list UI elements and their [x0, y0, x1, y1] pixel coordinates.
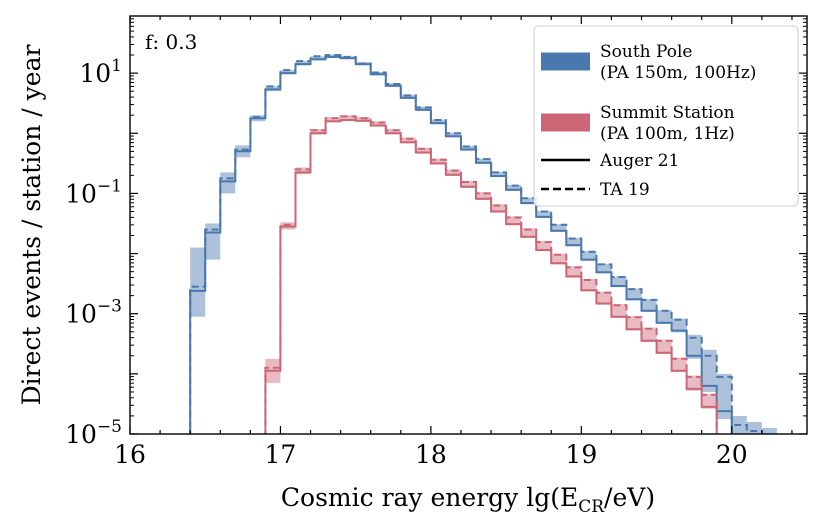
- x-tick-label: 20: [716, 440, 748, 469]
- band-summit-station-bin-24: [536, 240, 552, 252]
- band-south-pole-bin-21: [491, 171, 507, 178]
- band-south-pole-bin-33: [671, 318, 687, 333]
- legend-label: Auger 21: [599, 151, 679, 171]
- band-summit-station-bin-19: [460, 180, 477, 189]
- band-summit-station-bin-15: [400, 137, 416, 144]
- band-south-pole-bin-36: [716, 373, 732, 419]
- legend-label: Summit Station: [600, 103, 735, 123]
- band-summit-station-bin-22: [506, 216, 522, 226]
- band-south-pole-bin-30: [626, 288, 642, 301]
- x-tick-label: 17: [265, 440, 297, 469]
- band-south-pole-bin-26: [566, 237, 582, 247]
- legend-swatch-south-pole: [541, 52, 590, 71]
- band-summit-station-bin-23: [521, 228, 537, 238]
- band-south-pole-bin-18: [445, 132, 461, 138]
- y-axis-label: Direct events / station / year: [17, 45, 46, 406]
- line-summit-station-auger21: [264, 119, 718, 434]
- band-south-pole-bin-20: [476, 158, 492, 164]
- band-south-pole-bin-22: [506, 185, 522, 192]
- line-south-pole-auger21: [189, 55, 733, 434]
- y-tick-label: 10−1: [65, 176, 122, 208]
- band-summit-station-bin-13: [370, 121, 386, 127]
- band-summit-station-bin-30: [626, 316, 642, 331]
- band-summit-station-bin-17: [430, 158, 446, 165]
- legend-swatch-summit-station: [541, 113, 590, 132]
- legend: South Pole(PA 150m, 100Hz) Summit Station…: [533, 25, 799, 207]
- band-summit-station-bin-9: [310, 129, 326, 135]
- band-south-pole-bin-28: [596, 263, 612, 274]
- band-south-pole-bin-24: [536, 210, 552, 219]
- x-axis-label: Cosmic ray energy lg(ECR/eV): [281, 483, 655, 517]
- axis-ticks: 16 17 18 19 20 101 10−1 10−3 10−5: [65, 16, 807, 469]
- band-summit-station-bin-8: [295, 167, 311, 175]
- y-tick-label: 10−5: [65, 417, 122, 449]
- band-south-pole-bin-25: [551, 224, 567, 232]
- legend-label: South Pole: [600, 42, 693, 62]
- band-south-pole-bin-27: [581, 251, 597, 261]
- band-summit-station-bin-11: [340, 115, 356, 122]
- legend-sublabel: (PA 150m, 100Hz): [600, 63, 756, 83]
- x-tick-label: 16: [114, 440, 146, 469]
- band-south-pole-bin-23: [521, 197, 537, 205]
- band-south-pole-bin-31: [641, 299, 657, 312]
- band-summit-station-bin-14: [385, 129, 401, 135]
- legend-label: TA 19: [600, 180, 650, 200]
- band-south-pole-bin-32: [656, 310, 672, 324]
- band-summit-station-bin-33: [671, 357, 687, 373]
- band-summit-station-bin-29: [611, 304, 627, 318]
- band-summit-station-bin-18: [445, 169, 461, 176]
- band-south-pole-bin-17: [430, 119, 446, 125]
- band-summit-station-bin-35: [701, 393, 717, 409]
- band-summit-station-bin-16: [415, 147, 431, 154]
- band-south-pole-bin-3: [220, 172, 236, 194]
- band-summit-station-bin-26: [566, 266, 582, 278]
- band-summit-station-bin-12: [355, 117, 371, 122]
- band-south-pole-bin-19: [460, 145, 477, 151]
- band-summit-station-bin-34: [686, 375, 702, 391]
- band-south-pole-bin-35: [701, 349, 717, 392]
- y-tick-label: 101: [79, 56, 122, 88]
- annotation-f: f: 0.3: [145, 30, 197, 54]
- band-summit-station-bin-28: [596, 291, 612, 305]
- band-summit-station-bin-20: [476, 192, 492, 201]
- x-tick-label: 19: [565, 440, 597, 469]
- band-south-pole-bin-1: [190, 247, 206, 317]
- band-summit-station-bin-10: [325, 117, 341, 123]
- band-south-pole-bin-29: [611, 276, 627, 288]
- legend-sublabel: (PA 100m, 1Hz): [600, 124, 735, 144]
- legend-frame: [533, 25, 799, 207]
- x-tick-label: 18: [415, 440, 447, 469]
- band-summit-station-bin-27: [581, 278, 597, 292]
- y-tick-label: 10−3: [65, 297, 122, 329]
- band-summit-station-bin-25: [551, 253, 567, 265]
- band-summit-station-bin-32: [656, 339, 672, 355]
- band-summit-station-bin-31: [641, 327, 657, 342]
- band-south-pole-bin-34: [686, 334, 702, 359]
- band-south-pole-bin-39: [761, 427, 777, 434]
- band-summit-station-bin-21: [491, 204, 507, 213]
- series-lines: [189, 54, 763, 434]
